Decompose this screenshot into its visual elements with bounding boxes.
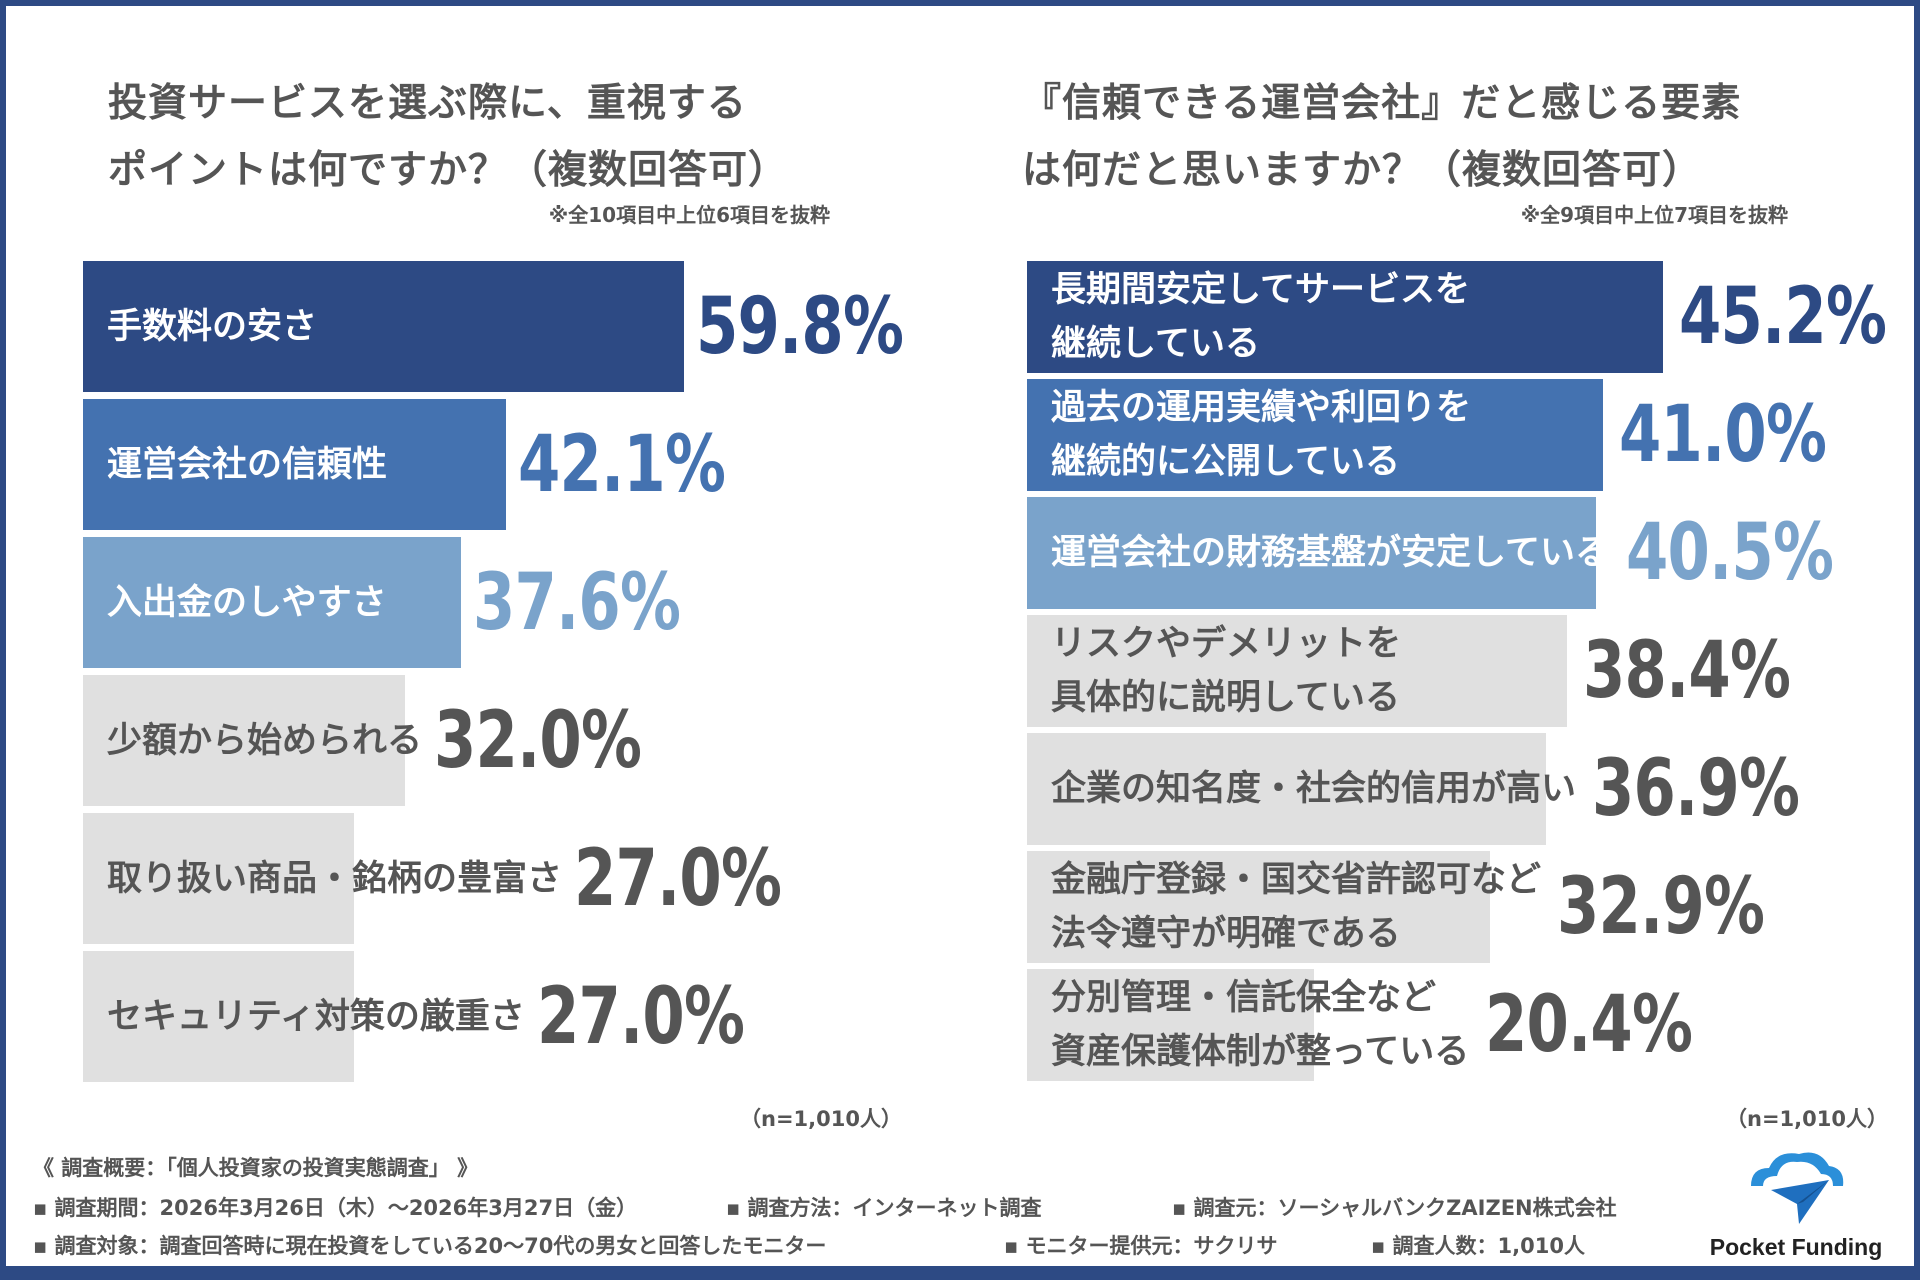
survey-method: ▪ 調査方法：インターネット調査 — [726, 1196, 1042, 1220]
bar-row: セキュリティ対策の厳重さ 27.0% — [83, 951, 983, 1082]
bar-label: 運営会社の信頼性 — [107, 444, 388, 485]
value-label: 38.4% — [1582, 626, 1791, 716]
bar-label: セキュリティ対策の厳重さ — [107, 996, 525, 1037]
bar-label: 長期間安定してサービスを 継続している — [1051, 270, 1470, 364]
bar-row: 少額から始められる 32.0% — [83, 675, 983, 806]
right-sample-size: （n=1,010人） — [1726, 1107, 1888, 1131]
survey-count: ▪ 調査人数：1,010人 — [1371, 1234, 1585, 1258]
bar-label: 金融庁登録・国交省許認可など 法令遵守が明確である — [1051, 860, 1542, 954]
bar-row: 過去の運用実績や利回りを 継続的に公開している 41.0% — [1027, 379, 1907, 491]
bar-label: 企業の知名度・社会的信用が高い — [1051, 769, 1577, 809]
bar — [1027, 969, 1314, 1081]
value-label: 45.2% — [1678, 272, 1887, 362]
value-label: 36.9% — [1592, 744, 1800, 834]
bar-label: 過去の運用実績や利回りを 継続的に公開している — [1051, 388, 1472, 482]
bar — [83, 951, 355, 1082]
bar — [1027, 615, 1567, 727]
bar-label: 分別管理・信託保全など 資産保護体制が整っている — [1051, 978, 1470, 1072]
survey-period: ▪ 調査期間：2026年3月26日（木）～2026年3月27日（金） — [33, 1196, 638, 1220]
survey-source: ▪ 調査元：ソーシャルバンクZAIZEN株式会社 — [1172, 1196, 1617, 1220]
survey-monitor-provider: ▪ モニター提供元：サクリサ — [1004, 1234, 1278, 1258]
bar — [1027, 497, 1597, 609]
value-label: 41.0% — [1619, 390, 1827, 480]
bar-row: 取り扱い商品・銘柄の豊富さ 27.0% — [83, 813, 983, 944]
bar-row: リスクやデメリットを 具体的に説明している 38.4% — [1027, 615, 1907, 727]
cloud-plane-icon — [1751, 1152, 1844, 1224]
bar — [83, 537, 461, 668]
survey-heading: 《 調査概要：「個人投資家の投資実態調査」 》 — [33, 1156, 479, 1180]
value-label: 32.0% — [434, 695, 642, 786]
bar — [1027, 733, 1546, 845]
bar — [83, 675, 405, 806]
value-label: 20.4% — [1485, 980, 1693, 1070]
bar-row: 長期間安定してサービスを 継続している 45.2% — [1027, 261, 1907, 373]
bar — [1027, 261, 1663, 373]
right-chart-title: 『信頼できる運営会社』だと感じる要素 は何だと思いますか？（複数回答可） — [1022, 81, 1742, 193]
bar-row: 分別管理・信託保全など 資産保護体制が整っている 20.4% — [1027, 969, 1907, 1081]
bar-row: 金融庁登録・国交省許認可など 法令遵守が明確である 32.9% — [1027, 851, 1907, 963]
right-chart-note: ※全9項目中上位7項目を抜粋 — [1520, 203, 1788, 227]
bar — [1027, 851, 1490, 963]
right-bar-chart: 長期間安定してサービスを 継続している 45.2% 過去の運用実績や利回りを 継続的… — [1027, 261, 1907, 1091]
value-label: 40.5% — [1626, 508, 1834, 598]
bar-row: 運営会社の財務基盤が安定している 40.5% — [1027, 497, 1907, 609]
bar — [83, 399, 507, 530]
left-sample-size: （n=1,010人） — [740, 1107, 902, 1131]
pocket-funding-logo: Pocket Funding — [1706, 1146, 1886, 1266]
value-label: 27.0% — [537, 971, 745, 1062]
value-label: 42.1% — [518, 419, 726, 510]
bar — [83, 813, 355, 944]
logo-text: Pocket Funding — [1709, 1234, 1883, 1260]
survey-target: ▪ 調査対象：調査回答時に現在投資をしている20～70代の男女と回答したモニター — [33, 1234, 827, 1258]
infographic: 投資サービスを選ぶ際に、重視する ポイントは何ですか？（複数回答可） ※全10項… — [6, 6, 1914, 1266]
bar-label: 取り扱い商品・銘柄の豊富さ — [107, 858, 563, 899]
bar-row: 手数料の安さ 59.8% — [83, 261, 983, 392]
value-label: 32.9% — [1557, 862, 1765, 952]
value-label: 37.6% — [472, 557, 681, 648]
bar — [83, 261, 684, 392]
value-label: 59.8% — [695, 281, 904, 372]
bar — [1027, 379, 1604, 491]
bar-row: 運営会社の信頼性 42.1% — [83, 399, 983, 530]
left-chart-note: ※全10項目中上位6項目を抜粋 — [548, 203, 830, 227]
left-chart-title: 投資サービスを選ぶ際に、重視する ポイントは何ですか？（複数回答可） — [108, 81, 789, 193]
bar-label: 少額から始められる — [107, 720, 423, 761]
bar-row: 企業の知名度・社会的信用が高い 36.9% — [1027, 733, 1907, 845]
bar-label: 運営会社の財務基盤が安定している — [1051, 533, 1610, 573]
value-label: 27.0% — [574, 833, 782, 924]
bar-label: リスクやデメリットを 具体的に説明している — [1051, 624, 1402, 718]
left-bar-chart: 手数料の安さ 59.8% 運営会社の信頼性 42.1% 入出金のしやすさ 37.6% 少額か… — [83, 261, 983, 1091]
bar-label: 入出金のしやすさ — [107, 582, 387, 623]
bar-label: 手数料の安さ — [107, 306, 318, 347]
bar-row: 入出金のしやすさ 37.6% — [83, 537, 983, 668]
